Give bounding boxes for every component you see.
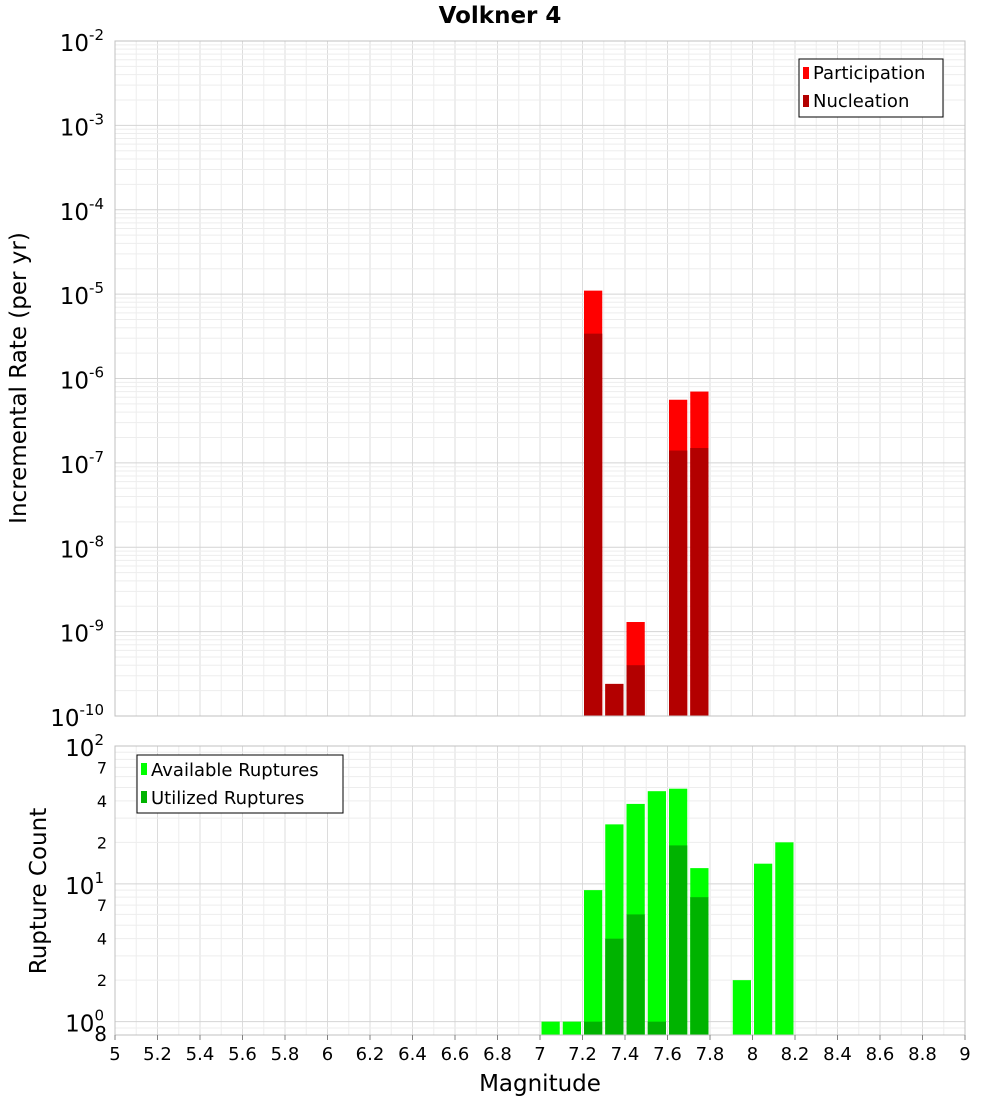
x-tick-label: 8 [747, 1044, 758, 1065]
bottom-y-tick-label-major: 101 [65, 869, 104, 900]
bottom-bar-available-ruptures [754, 863, 773, 1035]
x-tick-label: 6.2 [356, 1044, 385, 1065]
bottom-bar-utilized-ruptures [605, 938, 624, 1035]
top-y-tick-label: 10-9 [60, 617, 104, 648]
top-legend-box [798, 58, 944, 118]
top-plot-frame [114, 40, 966, 717]
bottom-bar-available-ruptures [584, 890, 603, 1035]
bottom-y-tick-label-major: 100 [65, 1007, 104, 1038]
top-plot-bars [584, 290, 709, 716]
bottom-bar-utilized-ruptures [690, 897, 709, 1035]
bottom-y-tick-label-minor: 8 [94, 1022, 107, 1046]
top-y-tick-label: 10-7 [60, 448, 104, 479]
bottom-y-tick-label-minor: 4 [97, 930, 107, 949]
top-bar-nucleation [626, 665, 645, 716]
x-tick-label: 7.4 [611, 1044, 640, 1065]
top-bar-nucleation [690, 448, 709, 716]
top-y-tick-label: 10-3 [60, 110, 104, 141]
x-tick-label: 7.2 [568, 1044, 597, 1065]
top-y-axis-label: Incremental Rate (per yr) [6, 232, 32, 524]
bottom-bar-available-ruptures [541, 1021, 560, 1035]
bottom-y-tick-label-minor: 2 [97, 833, 107, 852]
bottom-bar-available-ruptures [562, 1021, 581, 1035]
x-tick-label: 6.8 [483, 1044, 512, 1065]
chart-title: Volkner 4 [439, 3, 562, 29]
bottom-y-tick-label-minor: 2 [97, 971, 107, 990]
top-y-tick-label: 10-10 [50, 701, 104, 732]
legend-label-participation: Participation [813, 63, 925, 84]
bottom-bar-utilized-ruptures [647, 1021, 666, 1035]
bottom-y-tick-label-minor: 7 [97, 758, 107, 777]
x-tick-label: 8.4 [823, 1044, 852, 1065]
top-y-tick-label: 10-2 [60, 26, 104, 57]
x-tick-label: 5.2 [143, 1044, 172, 1065]
x-tick-label: 8.6 [866, 1044, 895, 1065]
x-tick-label: 6 [322, 1044, 333, 1065]
x-tick-label: 5 [109, 1044, 120, 1065]
top-bar-nucleation [669, 450, 688, 716]
top-plot-grid [114, 41, 966, 717]
top-y-tick-label: 10-5 [60, 279, 104, 310]
top-y-tick-label: 10-8 [60, 532, 104, 563]
x-tick-label: 6.6 [441, 1044, 470, 1065]
x-tick-label: 7.8 [696, 1044, 725, 1065]
x-tick-label: 5.6 [228, 1044, 257, 1065]
bottom-y-tick-labels: 102 101 100 7 4 2 7 4 2 8 [65, 731, 107, 1046]
x-tick-label: 5.8 [271, 1044, 300, 1065]
bottom-bar-available-ruptures [647, 791, 666, 1035]
bottom-bar-available-ruptures [732, 980, 751, 1035]
legend-swatch-available-ruptures [141, 763, 147, 775]
top-bar-nucleation [605, 683, 624, 716]
x-tick-labels: 5 5.2 5.4 5.6 5.8 6 6.2 6.4 6.6 6.8 7 7.2 7.4 7.6 7.8 8… [109, 1035, 971, 1065]
legend-label-utilized-ruptures: Utilized Ruptures [151, 788, 304, 809]
x-tick-label: 8.8 [908, 1044, 937, 1065]
bottom-plot-bars [541, 788, 794, 1035]
legend-label-nucleation: Nucleation [813, 91, 909, 112]
bottom-y-tick-label-minor: 4 [97, 792, 107, 811]
bottom-legend: Available Ruptures Utilized Ruptures [136, 754, 344, 814]
top-y-tick-label: 10-6 [60, 364, 104, 395]
x-tick-label: 9 [959, 1044, 970, 1065]
top-y-tick-labels: 10-2 10-3 10-4 10-5 10-6 10-7 10-8 10-9 10-10 [50, 26, 104, 732]
x-tick-label: 6.4 [398, 1044, 427, 1065]
bottom-y-axis-label: Rupture Count [26, 808, 52, 974]
x-tick-label: 7.6 [653, 1044, 682, 1065]
x-axis-label: Magnitude [479, 1071, 601, 1097]
x-tick-label: 8.2 [781, 1044, 810, 1065]
bottom-bar-available-ruptures [775, 842, 794, 1035]
legend-swatch-utilized-ruptures [141, 791, 147, 803]
bottom-legend-box [136, 754, 344, 814]
legend-swatch-participation [803, 67, 809, 79]
bottom-bar-utilized-ruptures [669, 845, 688, 1035]
x-tick-label: 5.4 [186, 1044, 215, 1065]
legend-swatch-nucleation [803, 95, 809, 107]
bottom-y-tick-label-minor: 7 [97, 896, 107, 915]
x-tick-label: 7 [534, 1044, 545, 1065]
top-bar-nucleation [584, 333, 603, 716]
bottom-bar-utilized-ruptures [626, 914, 645, 1035]
top-y-tick-label: 10-4 [60, 195, 104, 226]
top-legend: Participation Nucleation [798, 58, 944, 118]
bottom-y-tick-label-major: 102 [65, 731, 104, 762]
legend-label-available-ruptures: Available Ruptures [151, 760, 319, 781]
bottom-bar-utilized-ruptures [584, 1021, 603, 1035]
